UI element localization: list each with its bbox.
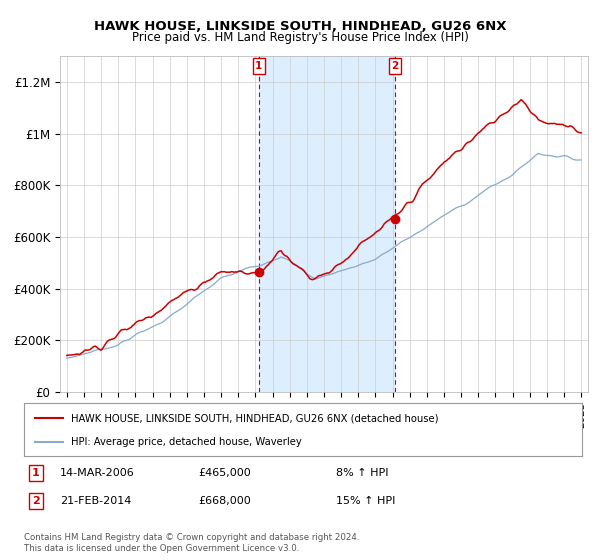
Text: £668,000: £668,000 (198, 496, 251, 506)
Bar (259, 56, 395, 392)
Text: £465,000: £465,000 (198, 468, 251, 478)
Text: Contains HM Land Registry data © Crown copyright and database right 2024.
This d: Contains HM Land Registry data © Crown c… (24, 533, 359, 553)
Text: 21-FEB-2014: 21-FEB-2014 (60, 496, 131, 506)
Text: 8% ↑ HPI: 8% ↑ HPI (336, 468, 389, 478)
Text: 1: 1 (32, 468, 40, 478)
Text: HPI: Average price, detached house, Waverley: HPI: Average price, detached house, Wave… (71, 436, 302, 446)
Text: HAWK HOUSE, LINKSIDE SOUTH, HINDHEAD, GU26 6NX (detached house): HAWK HOUSE, LINKSIDE SOUTH, HINDHEAD, GU… (71, 413, 439, 423)
Text: 2: 2 (391, 61, 398, 71)
Text: HAWK HOUSE, LINKSIDE SOUTH, HINDHEAD, GU26 6NX: HAWK HOUSE, LINKSIDE SOUTH, HINDHEAD, GU… (94, 20, 506, 32)
Text: 2: 2 (32, 496, 40, 506)
Text: 14-MAR-2006: 14-MAR-2006 (60, 468, 135, 478)
Text: 1: 1 (255, 61, 262, 71)
Text: 15% ↑ HPI: 15% ↑ HPI (336, 496, 395, 506)
Text: Price paid vs. HM Land Registry's House Price Index (HPI): Price paid vs. HM Land Registry's House … (131, 31, 469, 44)
